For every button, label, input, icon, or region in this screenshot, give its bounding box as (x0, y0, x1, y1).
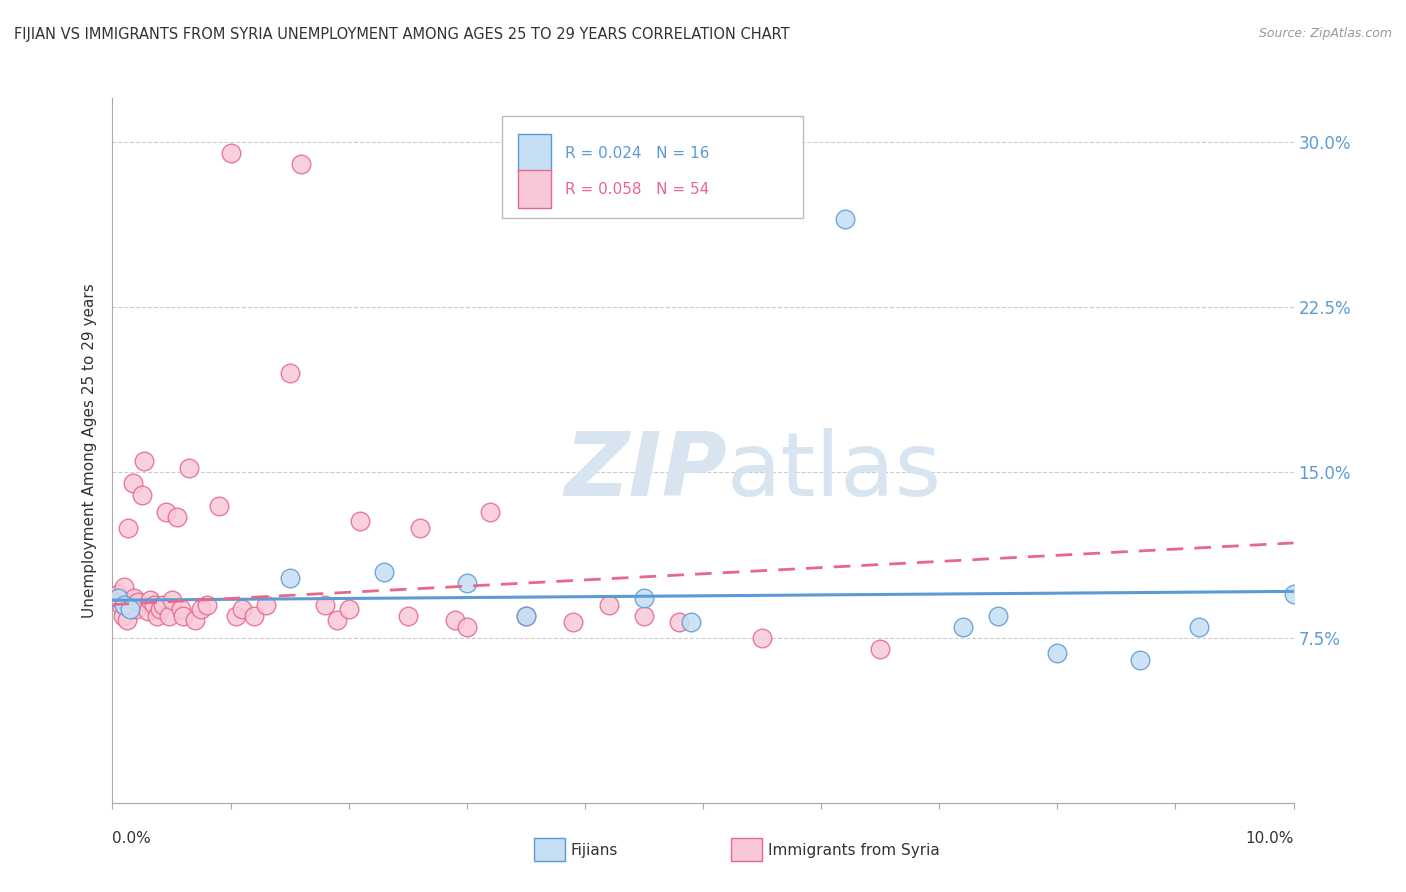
Point (107, 591, 129, 605)
Point (314, 598, 336, 612)
Text: 10.0%: 10.0% (1246, 831, 1294, 846)
Point (131, 487, 153, 501)
Point (155, 505, 177, 519)
Text: R = 0.024   N = 16: R = 0.024 N = 16 (565, 145, 709, 161)
Point (142, 598, 165, 612)
Text: atlas: atlas (727, 428, 942, 515)
Text: Fijians: Fijians (571, 843, 619, 857)
Point (195, 598, 218, 612)
Point (112, 598, 135, 612)
Point (987, 608, 1010, 623)
Point (112, 608, 135, 623)
Point (515, 608, 537, 623)
Point (1188, 620, 1211, 634)
Point (751, 631, 773, 645)
Point (157, 608, 180, 623)
Point (152, 598, 174, 612)
Y-axis label: Unemployment Among Ages 25 to 29 years: Unemployment Among Ages 25 to 29 years (82, 283, 97, 618)
Point (208, 499, 231, 513)
FancyBboxPatch shape (502, 116, 803, 218)
Point (184, 613, 207, 627)
Point (598, 598, 620, 612)
Point (1129, 653, 1152, 667)
Point (179, 461, 201, 475)
Point (562, 615, 585, 630)
Point (668, 615, 690, 630)
Point (134, 454, 156, 468)
Point (231, 602, 253, 616)
Text: 0.0%: 0.0% (112, 831, 152, 846)
FancyBboxPatch shape (517, 169, 551, 209)
Text: Source: ZipAtlas.com: Source: ZipAtlas.com (1258, 27, 1392, 40)
Text: ZIP: ZIP (564, 428, 727, 515)
Point (373, 565, 395, 579)
Point (456, 575, 478, 590)
Point (326, 613, 349, 627)
Point (633, 591, 655, 605)
Point (125, 602, 148, 616)
Point (122, 591, 145, 605)
Point (633, 608, 655, 623)
Text: Immigrants from Syria: Immigrants from Syria (768, 843, 939, 857)
Point (121, 476, 143, 491)
Point (278, 571, 301, 585)
Point (110, 598, 132, 612)
Text: FIJIAN VS IMMIGRANTS FROM SYRIA UNEMPLOYMENT AMONG AGES 25 TO 29 YEARS CORRELATI: FIJIAN VS IMMIGRANTS FROM SYRIA UNEMPLOY… (14, 27, 790, 42)
Point (172, 608, 194, 623)
Point (112, 580, 135, 594)
Point (166, 509, 188, 524)
Point (349, 514, 371, 528)
Point (149, 602, 172, 616)
Point (444, 613, 467, 627)
FancyBboxPatch shape (517, 134, 551, 172)
Point (278, 367, 301, 381)
Point (117, 520, 139, 534)
Point (456, 620, 478, 634)
Text: R = 0.058   N = 54: R = 0.058 N = 54 (565, 182, 709, 196)
Point (136, 604, 159, 618)
Point (111, 593, 134, 607)
Point (160, 593, 183, 607)
Point (1282, 586, 1305, 600)
Point (396, 608, 419, 623)
Point (681, 615, 703, 630)
Point (515, 608, 537, 623)
Point (225, 608, 247, 623)
Point (219, 146, 242, 161)
Point (190, 602, 212, 616)
Point (869, 641, 891, 656)
Point (243, 608, 266, 623)
Point (146, 608, 169, 623)
Point (115, 613, 138, 627)
Point (107, 586, 129, 600)
Point (1046, 646, 1069, 660)
Point (120, 598, 142, 612)
Point (290, 157, 312, 171)
Point (120, 602, 142, 616)
Point (170, 602, 193, 616)
Point (479, 505, 502, 519)
Point (254, 598, 277, 612)
Point (408, 520, 430, 534)
Point (337, 602, 360, 616)
Point (952, 620, 974, 634)
Point (139, 593, 162, 607)
Point (127, 595, 149, 609)
Point (834, 212, 856, 227)
